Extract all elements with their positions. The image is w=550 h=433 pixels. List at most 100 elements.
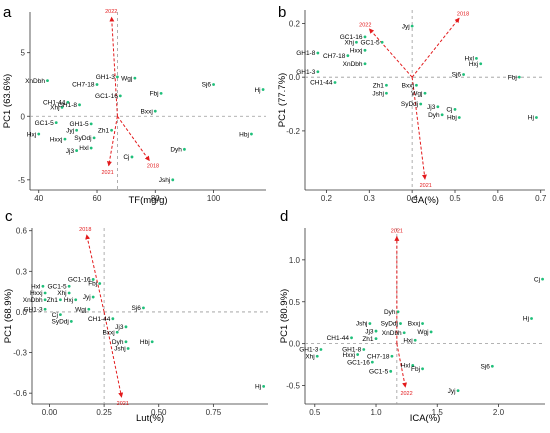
- data-point: [159, 91, 163, 95]
- point-label: Hxl: [31, 283, 41, 290]
- data-point: [89, 146, 93, 150]
- data-point: [374, 329, 378, 333]
- data-point: [87, 307, 91, 311]
- data-point: [66, 100, 70, 104]
- point-label: Dyh: [112, 339, 124, 346]
- point-label: CH1-44: [310, 80, 333, 87]
- point-label: GC1-5: [47, 283, 67, 290]
- loading-arrow-2021: [411, 77, 427, 180]
- point-label: Hxl: [401, 363, 411, 370]
- y-tick-label: 5: [21, 49, 26, 58]
- point-label: Jshj: [114, 346, 126, 353]
- data-point: [115, 330, 119, 334]
- data-point: [124, 325, 128, 329]
- x-tick-label: 0.4: [407, 194, 419, 203]
- x-tick-label: 0.3: [364, 194, 376, 203]
- data-point: [46, 79, 49, 83]
- data-point: [411, 364, 415, 367]
- point-label: Sj6: [202, 82, 212, 89]
- data-point: [370, 360, 374, 364]
- loading-arrow-2021: [106, 116, 118, 167]
- point-label: Fbj: [411, 366, 420, 373]
- loading-arrow-2022: [396, 343, 407, 388]
- y-tick-label: -0.6: [13, 389, 27, 398]
- data-point: [399, 322, 402, 325]
- data-point: [89, 122, 93, 126]
- point-label: Fbj: [88, 281, 97, 288]
- data-point: [453, 108, 457, 111]
- y-tick-label: 0.0: [289, 340, 301, 349]
- point-label: Zh1: [98, 127, 110, 134]
- y-tick-label: 0.0: [16, 308, 28, 317]
- data-point: [362, 348, 366, 351]
- point-label: Wgj: [121, 75, 132, 82]
- data-point: [390, 354, 394, 358]
- data-point: [60, 105, 64, 109]
- point-label: CH1-44: [43, 99, 66, 106]
- data-point: [153, 109, 157, 113]
- data-point: [54, 121, 58, 125]
- arrow-label: 2018: [147, 164, 159, 170]
- data-point: [385, 83, 388, 87]
- arrow-label: 2021: [102, 170, 114, 176]
- x-tick-label: 100: [207, 194, 221, 203]
- point-label: CH1-44: [88, 316, 111, 323]
- data-point: [78, 103, 81, 107]
- data-point: [250, 132, 253, 136]
- y-tick-label: 0: [21, 112, 26, 121]
- panel-letter: c: [5, 208, 13, 225]
- point-label: Hxl: [79, 145, 89, 152]
- data-point: [490, 364, 494, 368]
- y-tick-label: -5: [18, 176, 26, 185]
- point-label: GC1-16: [68, 277, 91, 284]
- y-axis-title: PC1 (68.9%): [3, 289, 14, 343]
- panel-d: d 0.5 1.0 1.5 2.0 -0.5 0.0 0.5 1.0 ICA(%) PC1 (80.…: [279, 208, 545, 424]
- data-point: [118, 94, 122, 98]
- y-axis-title: PC1 (63.6%): [2, 74, 13, 128]
- point-label: GH1-8: [58, 102, 78, 109]
- data-point: [111, 317, 115, 321]
- point-label: Dyh: [170, 147, 182, 154]
- data-point: [462, 73, 465, 76]
- y-tick-label: 0.5: [289, 298, 301, 307]
- point-label: Hbj: [447, 115, 457, 122]
- data-point: [150, 340, 154, 344]
- data-point: [475, 56, 478, 60]
- x-tick-label: 40: [34, 194, 43, 203]
- point-label: Cj: [446, 107, 452, 114]
- point-label: Bxxj: [402, 82, 414, 89]
- data-point: [402, 331, 406, 335]
- arrow-label: 2021: [391, 228, 403, 234]
- point-label: SyDdj: [381, 321, 398, 328]
- point-label: Hxxj: [350, 47, 363, 54]
- x-tick-label: 0.50: [151, 408, 167, 417]
- data-point: [517, 75, 521, 79]
- arrow-label: 2018: [79, 227, 91, 233]
- data-point: [59, 313, 62, 317]
- loading-arrow-2018: [411, 17, 460, 78]
- point-label: Bxxj: [141, 108, 153, 115]
- point-label: SyDdj: [51, 319, 68, 326]
- point-label: Sj6: [132, 305, 142, 312]
- data-point: [315, 354, 319, 358]
- point-label: Xhj: [345, 39, 354, 46]
- panel-letter: d: [280, 208, 288, 225]
- point-label: CH7-18: [72, 82, 95, 89]
- point-label: XnDbh: [25, 78, 45, 85]
- y-tick-label: -0.5: [286, 382, 300, 391]
- data-point: [124, 340, 128, 344]
- point-label: Hbj: [239, 131, 249, 138]
- data-point: [91, 295, 95, 299]
- y-axis-title: PC1 (80.9%): [279, 289, 290, 343]
- data-point: [363, 48, 367, 52]
- data-point: [41, 284, 45, 288]
- point-label: Hj: [523, 316, 529, 323]
- point-label: Zh1: [373, 82, 385, 89]
- point-label: SyDdj: [401, 101, 418, 108]
- x-tick-label: 0.2: [321, 194, 333, 203]
- point-label: Cj: [52, 312, 58, 319]
- point-label: GC1-5: [369, 369, 389, 376]
- point-label: CH7-18: [367, 353, 390, 360]
- point-label: Hxj: [27, 131, 36, 138]
- data-point: [389, 369, 393, 373]
